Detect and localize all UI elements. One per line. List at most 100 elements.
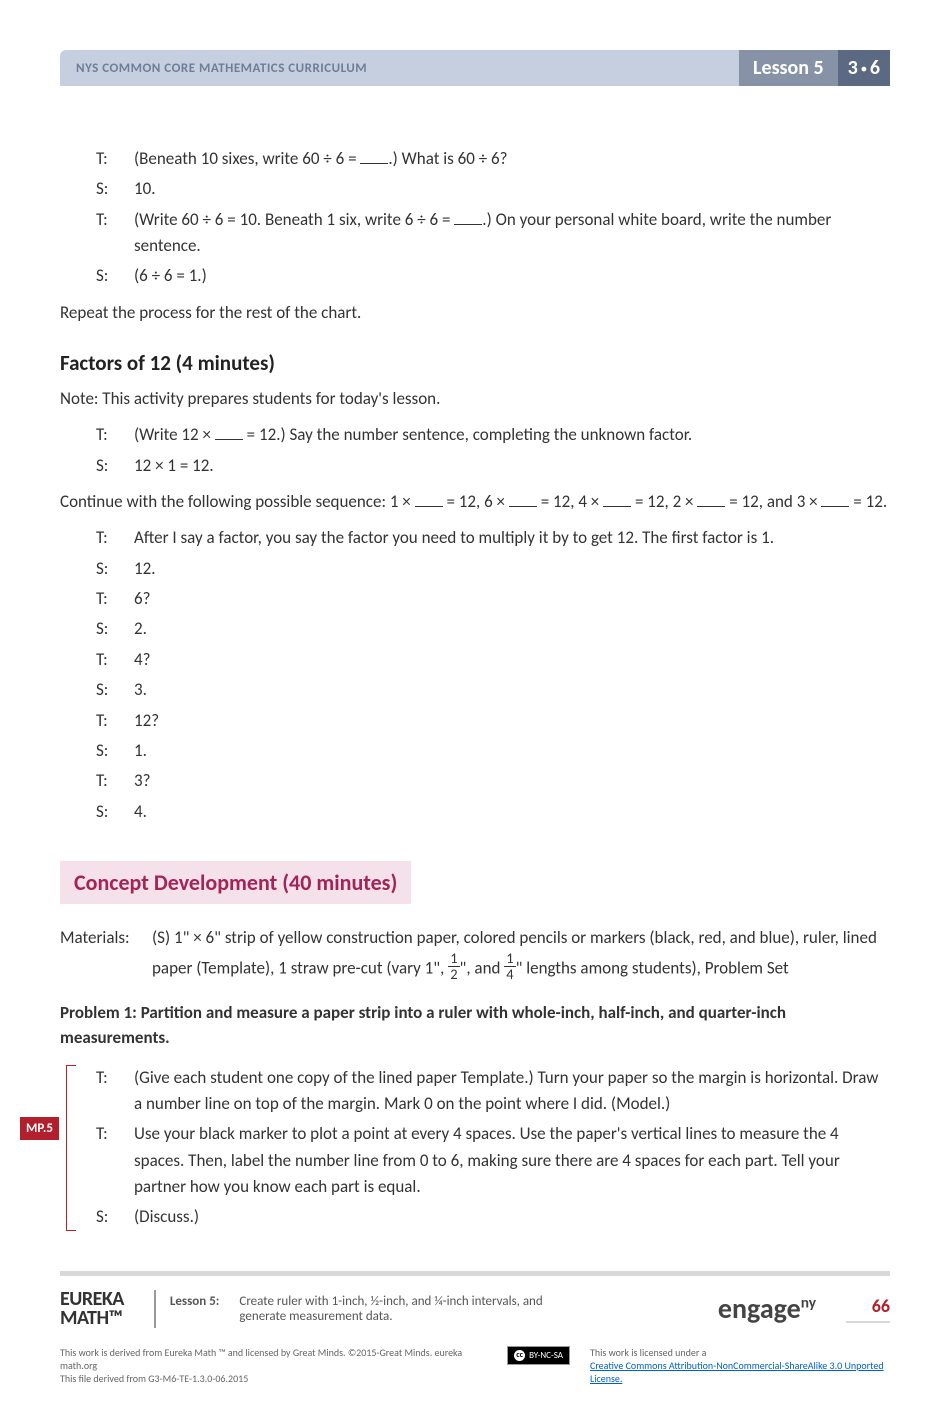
- repeat-text: Repeat the process for the rest of the c…: [60, 300, 890, 326]
- factors-note: Note: This activity prepares students fo…: [60, 386, 890, 412]
- mp-badge: MP.5: [20, 1117, 59, 1140]
- speaker-label: T:: [60, 647, 134, 673]
- dialogue-row: S:1.: [60, 738, 890, 764]
- grade-label: 3●6: [838, 50, 890, 86]
- license-right-1: This work is licensed under a: [590, 1346, 706, 1359]
- speaker-label: T:: [60, 1065, 134, 1118]
- speaker-label: S:: [60, 556, 134, 582]
- dialogue-row: T:(Write 60 ÷ 6 = 10. Beneath 1 six, wri…: [60, 207, 890, 260]
- cc-label: BY-NC-SA: [529, 1350, 563, 1362]
- materials-text: (S) 1" × 6" strip of yellow construction…: [152, 924, 890, 982]
- license-link[interactable]: Creative Commons Attribution-NonCommerci…: [590, 1359, 884, 1385]
- dialogue-row: T:Use your black marker to plot a point …: [60, 1121, 890, 1200]
- lesson-num: Lesson 5:: [170, 1294, 220, 1324]
- lesson-summary-box: Lesson 5: Create ruler with 1-inch, ½-in…: [154, 1290, 584, 1328]
- mp-wrap: MP.5 T:(Give each student one copy of th…: [60, 1065, 890, 1231]
- dialogue-text: 4?: [134, 647, 890, 673]
- blank-line: [821, 492, 849, 507]
- dialogue-block-3: T:After I say a factor, you say the fact…: [60, 525, 890, 824]
- speaker-label: T:: [60, 146, 134, 172]
- speaker-label: T:: [60, 422, 134, 448]
- license-row: This work is derived from Eureka Math ™ …: [60, 1346, 890, 1385]
- engage-text: engage: [718, 1291, 801, 1326]
- license-left-2: This file derived from G3-M6-TE-1.3.0-06…: [60, 1372, 487, 1385]
- dot-icon: ●: [858, 62, 870, 75]
- header-bar: NYS COMMON CORE MATHEMATICS CURRICULUM L…: [60, 50, 890, 86]
- speaker-label: S:: [60, 453, 134, 479]
- mp-bracket-line: [66, 1065, 67, 1231]
- dialogue-row: S:10.: [60, 176, 890, 202]
- dialogue-text: 3?: [134, 768, 890, 794]
- fraction-half: 12: [448, 951, 459, 981]
- dialogue-text: 12.: [134, 556, 890, 582]
- speaker-label: S:: [60, 799, 134, 825]
- blank-line: [603, 492, 631, 507]
- engageny-logo: engageny: [718, 1291, 816, 1326]
- dialogue-row: T:3?: [60, 768, 890, 794]
- speaker-label: S:: [60, 738, 134, 764]
- cc-icon: cc: [514, 1350, 525, 1361]
- dialogue-block-2: T:(Write 12 × = 12.) Say the number sent…: [60, 422, 890, 479]
- eureka-logo: EUREKA MATH™: [60, 1290, 124, 1328]
- materials-p2: ", and: [460, 957, 505, 978]
- cc-badge: cc BY-NC-SA: [507, 1346, 570, 1366]
- engage-sup: ny: [801, 1294, 816, 1313]
- dialogue-row: S:12.: [60, 556, 890, 582]
- speaker-label: T:: [60, 207, 134, 260]
- materials-p3: " lengths among students), Problem Set: [516, 957, 789, 978]
- speaker-label: S:: [60, 677, 134, 703]
- fraction-quarter: 14: [504, 951, 515, 981]
- problem-1-title: Problem 1: Partition and measure a paper…: [60, 1000, 890, 1051]
- dialogue-row: T:(Beneath 10 sixes, write 60 ÷ 6 = .) W…: [60, 146, 890, 172]
- blank-line: [509, 492, 537, 507]
- license-left: This work is derived from Eureka Math ™ …: [60, 1346, 487, 1385]
- lesson-desc: Create ruler with 1-inch, ½-inch, and ¼-…: [239, 1294, 569, 1324]
- speaker-label: T:: [60, 708, 134, 734]
- dialogue-row: S:3.: [60, 677, 890, 703]
- curriculum-label: NYS COMMON CORE MATHEMATICS CURRICULUM: [60, 50, 739, 86]
- dialogue-block-1: T:(Beneath 10 sixes, write 60 ÷ 6 = .) W…: [60, 146, 890, 290]
- continue-text: Continue with the following possible seq…: [60, 489, 890, 515]
- speaker-label: S:: [60, 616, 134, 642]
- dialogue-row: T:(Give each student one copy of the lin…: [60, 1065, 890, 1118]
- license-left-1: This work is derived from Eureka Math ™ …: [60, 1346, 487, 1372]
- dialogue-text: (Give each student one copy of the lined…: [134, 1065, 890, 1118]
- dialogue-text: 6?: [134, 586, 890, 612]
- dialogue-text: 10.: [134, 176, 890, 202]
- dialogue-text: (6 ÷ 6 = 1.): [134, 263, 890, 289]
- concept-dev-heading: Concept Development (40 minutes): [60, 861, 411, 904]
- dialogue-row: T:4?: [60, 647, 890, 673]
- dialogue-row: T:6?: [60, 586, 890, 612]
- eureka-line2: MATH™: [60, 1309, 124, 1328]
- blank-line: [215, 425, 243, 440]
- dialogue-text: (Write 60 ÷ 6 = 10. Beneath 1 six, write…: [134, 207, 890, 260]
- dialogue-text: 12?: [134, 708, 890, 734]
- dialogue-block-4: T:(Give each student one copy of the lin…: [60, 1065, 890, 1231]
- dialogue-text: (Discuss.): [134, 1204, 890, 1230]
- speaker-label: T:: [60, 525, 134, 551]
- dialogue-text: After I say a factor, you say the factor…: [134, 525, 890, 551]
- dialogue-text: 1.: [134, 738, 890, 764]
- dialogue-row: T:12?: [60, 708, 890, 734]
- dialogue-text: 3.: [134, 677, 890, 703]
- dialogue-row: T:After I say a factor, you say the fact…: [60, 525, 890, 551]
- blank-line: [415, 492, 443, 507]
- page-container: NYS COMMON CORE MATHEMATICS CURRICULUM L…: [0, 0, 950, 1405]
- footer-separator: [60, 1271, 890, 1276]
- speaker-label: S:: [60, 263, 134, 289]
- dialogue-row: S:2.: [60, 616, 890, 642]
- speaker-label: S:: [60, 1204, 134, 1230]
- factors-title: Factors of 12 (4 minutes): [60, 350, 890, 376]
- dialogue-text: 2.: [134, 616, 890, 642]
- materials-label: Materials:: [60, 924, 152, 982]
- speaker-label: S:: [60, 176, 134, 202]
- dialogue-text: (Write 12 × = 12.) Say the number senten…: [134, 422, 890, 448]
- dialogue-text: 4.: [134, 799, 890, 825]
- dialogue-text: (Beneath 10 sixes, write 60 ÷ 6 = .) Wha…: [134, 146, 890, 172]
- dialogue-row: S:(Discuss.): [60, 1204, 890, 1230]
- dialogue-row: S:12 × 1 = 12.: [60, 453, 890, 479]
- grade-left: 3: [848, 56, 858, 80]
- speaker-label: T:: [60, 768, 134, 794]
- page-number: 66: [846, 1295, 890, 1323]
- eureka-line1: EUREKA: [60, 1290, 124, 1309]
